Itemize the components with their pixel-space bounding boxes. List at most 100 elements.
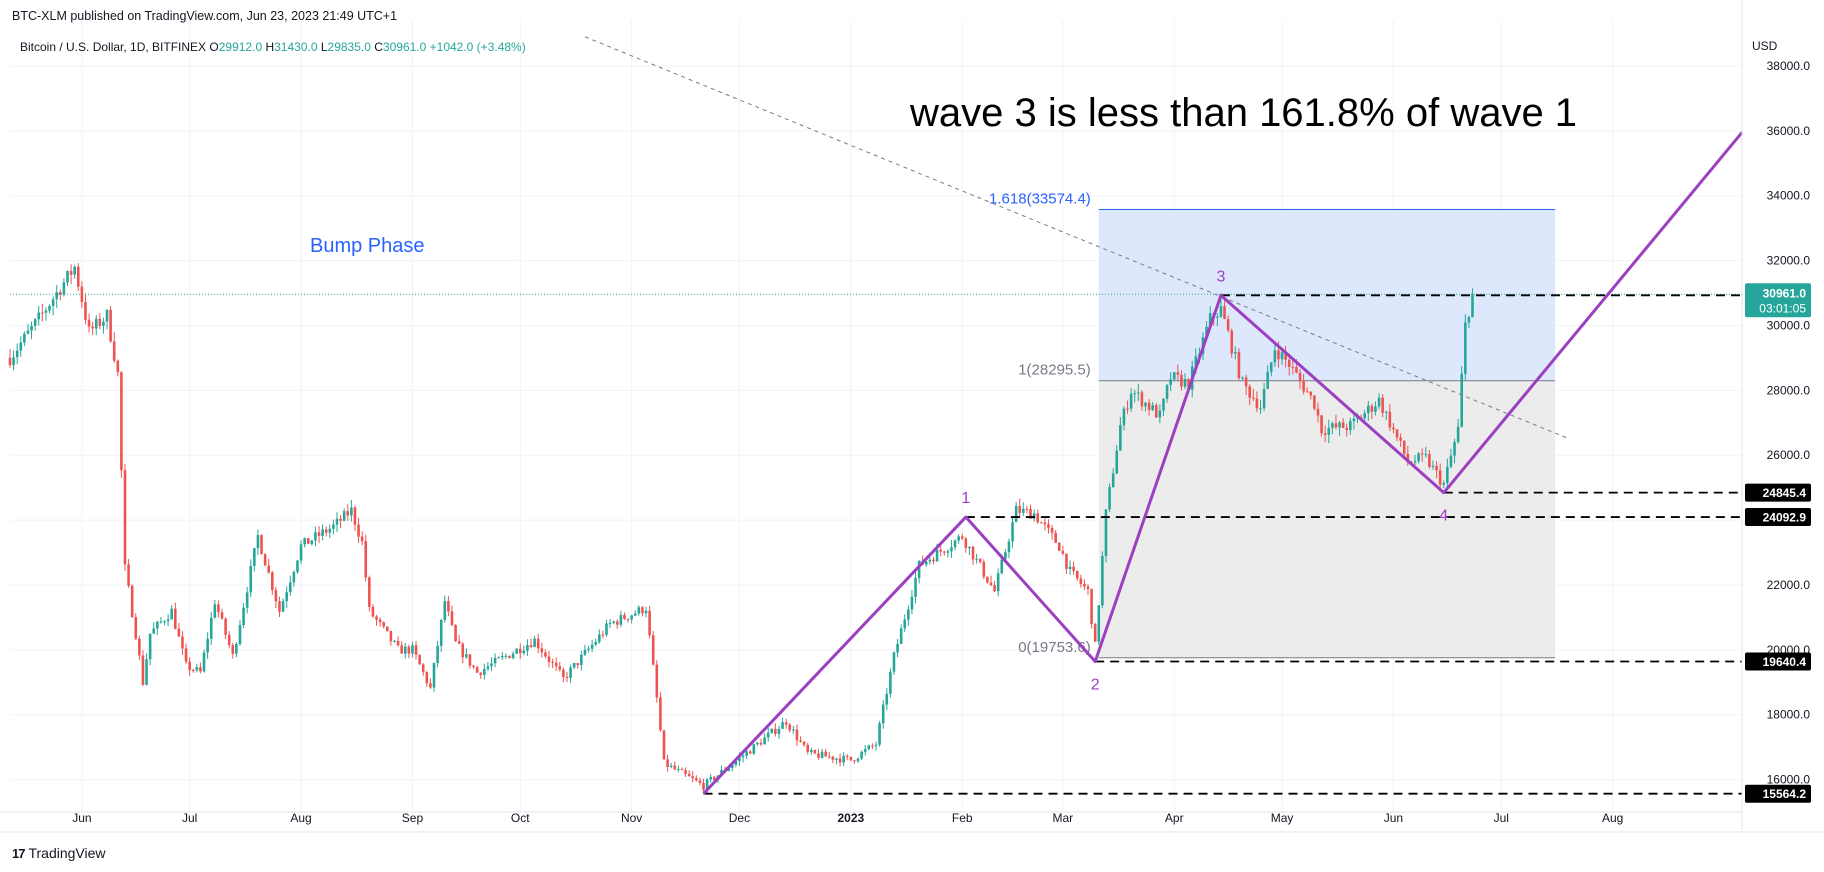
candle-body: [978, 558, 982, 562]
candle-body: [709, 776, 712, 780]
candle-body: [907, 609, 910, 620]
candle-body: [1395, 429, 1399, 438]
candle: [536, 633, 540, 654]
candle: [188, 657, 191, 676]
candle-body: [863, 749, 867, 752]
candle: [296, 560, 299, 574]
candle-body: [152, 628, 156, 634]
ohlc-legend: Bitcoin / U.S. Dollar, 1D, BITFINEX O299…: [20, 40, 526, 54]
candle-body: [1119, 425, 1122, 451]
candle-body: [1090, 588, 1093, 625]
candle: [1165, 383, 1169, 403]
candle-body: [350, 507, 353, 516]
candle: [145, 653, 148, 686]
candle-body: [375, 616, 378, 620]
candle: [263, 553, 267, 566]
candle-body: [1223, 306, 1226, 320]
candle: [1226, 315, 1230, 333]
candle-body: [23, 333, 26, 343]
candle-body: [1428, 454, 1431, 467]
candle: [1032, 509, 1036, 522]
candle-body: [429, 683, 432, 688]
candle-body: [1230, 330, 1234, 354]
candle-body: [371, 606, 375, 617]
candle-body: [1054, 532, 1057, 543]
candle-body: [249, 565, 253, 593]
candle-body: [1194, 356, 1198, 367]
candle: [594, 638, 598, 647]
candle-body: [583, 649, 587, 655]
candle-body: [1291, 366, 1295, 368]
candle: [838, 753, 842, 767]
candle: [170, 605, 173, 620]
level-tag-bg: [1745, 784, 1811, 803]
candle: [220, 608, 224, 620]
candle-body: [626, 618, 630, 620]
candle: [619, 610, 623, 628]
last-price-text: 30961.0: [1763, 286, 1807, 300]
candle: [975, 553, 978, 564]
candle: [569, 664, 572, 683]
candle: [260, 534, 263, 555]
candle: [1471, 288, 1474, 318]
candle: [1399, 433, 1402, 447]
candle: [418, 654, 421, 665]
candle: [1140, 389, 1144, 411]
candle-body: [856, 758, 860, 762]
candle: [1104, 509, 1108, 563]
candle: [1442, 480, 1446, 489]
candle: [292, 570, 296, 587]
time-tick-label: Feb: [952, 811, 973, 825]
chart-grid: [10, 20, 1742, 812]
candle-body: [235, 643, 238, 654]
candle: [867, 744, 871, 751]
candle-body: [73, 266, 76, 275]
tradingview-brand: TradingView: [28, 845, 106, 861]
candle-body: [953, 540, 957, 548]
candle: [669, 762, 673, 769]
candle: [1313, 395, 1316, 411]
candle-body: [946, 551, 950, 553]
candle-body: [1456, 426, 1460, 442]
candle-body: [788, 724, 792, 731]
candle-body: [1302, 380, 1305, 392]
legend-part: +1042.0 (+3.48%): [430, 40, 526, 54]
candle: [533, 635, 536, 648]
candle-body: [615, 621, 619, 625]
candle: [134, 613, 138, 641]
candle: [360, 531, 364, 546]
candle: [23, 331, 26, 347]
legend-part: Bitcoin / U.S. Dollar, 1D, BITFINEX: [20, 40, 209, 54]
candle-body: [12, 357, 15, 366]
candle: [842, 752, 845, 767]
candle-body: [317, 532, 321, 536]
candle-body: [975, 558, 978, 560]
candle-body: [1377, 397, 1381, 407]
candle: [69, 264, 73, 285]
candle-body: [1065, 553, 1068, 569]
candle-body: [1269, 362, 1273, 372]
candle: [84, 293, 87, 325]
candle-body: [666, 759, 669, 767]
candle: [195, 663, 199, 673]
candle: [55, 284, 59, 309]
candle: [184, 643, 188, 665]
candle-body: [576, 663, 580, 666]
candle: [191, 668, 195, 673]
candle-body: [752, 744, 756, 754]
price-tick-label: 34000.0: [1767, 189, 1811, 203]
candle: [1413, 454, 1417, 465]
candle-body: [30, 325, 33, 331]
candle: [159, 617, 163, 624]
candle-body: [134, 617, 138, 639]
candle: [324, 526, 328, 537]
candle: [932, 556, 935, 565]
candle: [227, 631, 231, 649]
candle-body: [296, 560, 299, 572]
candle-body: [698, 780, 702, 783]
candle-body: [903, 619, 907, 629]
candle: [127, 559, 130, 588]
candle: [411, 641, 414, 658]
candle: [684, 767, 687, 778]
